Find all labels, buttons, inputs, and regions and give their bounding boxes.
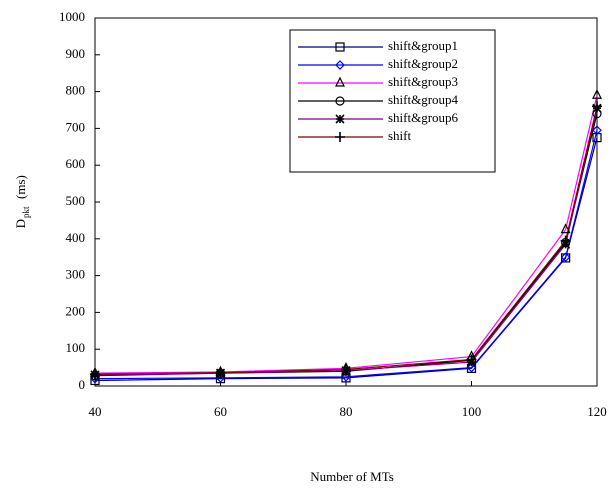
y-tick-label: 800 [66,83,86,98]
y-label-sub: pkt [21,206,31,218]
marker [466,362,477,373]
marker [341,371,351,382]
legend-label: shift&group3 [388,74,458,89]
x-tick-label: 60 [214,404,227,419]
legend-label: shift&group2 [388,56,458,71]
y-tick-label: 400 [66,230,86,245]
y-tick-label: 300 [66,267,86,282]
marker [341,364,351,375]
x-tick-label: 120 [587,404,607,419]
marker [560,223,571,234]
legend-marker [335,42,345,52]
legend-label: shift&group6 [388,110,459,125]
marker [90,369,100,380]
legend-marker [335,76,345,87]
marker [592,101,602,112]
marker [560,235,571,246]
legend-label: shift [388,128,412,143]
y-tick-label: 0 [79,377,86,392]
y-tick-label: 500 [66,193,86,208]
marker [560,252,571,263]
y-axis-label: D pkt (ms) [13,175,31,228]
y-tick-label: 900 [66,46,86,61]
x-axis-label: Number of MTs [310,469,394,484]
marker [215,367,226,378]
y-label-unit: (ms) [13,175,28,199]
y-tick-label: 1000 [59,9,85,24]
marker [592,88,602,99]
y-tick-label: 600 [66,156,86,171]
legend-marker [335,60,345,70]
x-tick-label: 40 [89,404,102,419]
y-tick-label: 700 [66,119,86,134]
series-line [94,95,598,374]
series-line [94,137,598,382]
x-tick-label: 100 [462,404,482,419]
legend-label: shift&group1 [388,38,458,53]
legend-marker [335,132,345,142]
y-tick-label: 200 [66,303,86,318]
series-line [94,130,598,380]
marker [466,354,477,365]
legend-marker [335,114,345,124]
x-tick-label: 80 [340,404,353,419]
legend-label: shift&group4 [388,92,459,107]
y-label-main: D [13,219,28,228]
legend-marker [335,96,345,106]
y-tick-label: 100 [66,340,86,355]
series-line [94,106,598,375]
marker [592,125,602,136]
